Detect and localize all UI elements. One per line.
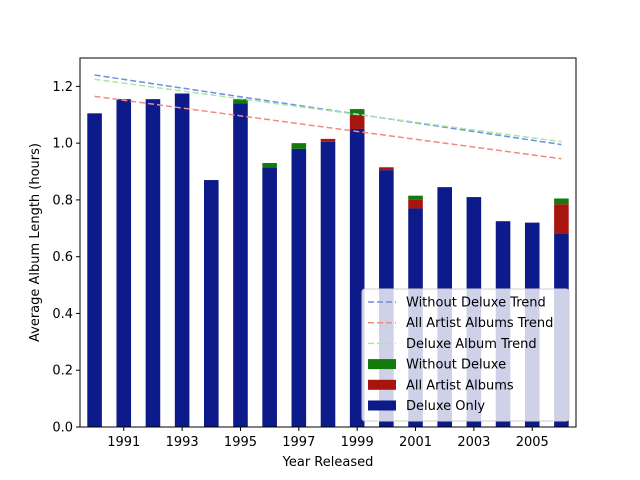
x-axis-label: Year Released xyxy=(282,455,374,470)
bar-without-deluxe-1995 xyxy=(233,99,248,104)
legend-label: Deluxe Album Trend xyxy=(406,337,537,352)
x-tick-label: 1991 xyxy=(107,435,140,450)
bar-deluxe-only-1993 xyxy=(174,93,190,427)
legend-swatch xyxy=(368,400,396,411)
x-tick-label: 1999 xyxy=(341,435,374,450)
bar-without-deluxe-1996 xyxy=(262,163,277,168)
plot-frame xyxy=(79,57,577,428)
trend-line-2 xyxy=(94,95,562,160)
y-tick-label: 0.8 xyxy=(52,193,73,208)
legend-label: All Artist Albums xyxy=(406,378,514,393)
bar-without-deluxe-2001 xyxy=(408,195,423,200)
bar-deluxe-only-1999 xyxy=(349,128,365,427)
legend-swatch xyxy=(368,379,396,390)
bar-all-artist-albums-2000 xyxy=(379,167,394,171)
legend-label: Deluxe Only xyxy=(406,399,485,414)
trend-lines-layer xyxy=(94,74,562,160)
bar-deluxe-only-1996 xyxy=(262,167,277,427)
bar-deluxe-only-1995 xyxy=(233,103,248,428)
y-tick-label: 1.0 xyxy=(52,137,73,152)
bar-deluxe-only-1990 xyxy=(87,113,102,427)
legend-label: Without Deluxe Trend xyxy=(406,296,546,311)
trend-line-3 xyxy=(94,78,562,143)
legend-swatch xyxy=(368,359,396,370)
bar-deluxe-only-1991 xyxy=(116,99,132,428)
bar-deluxe-only-1997 xyxy=(291,148,307,428)
x-tick-label: 1995 xyxy=(224,435,257,450)
bar-deluxe-only-1992 xyxy=(145,99,161,428)
legend-box xyxy=(361,288,570,422)
y-tick-label: 0.4 xyxy=(52,307,73,322)
bar-all-artist-albums-1999 xyxy=(349,114,365,129)
legend-label: Without Deluxe xyxy=(406,358,506,373)
y-tick-label: 0.6 xyxy=(52,250,73,265)
x-tick-label: 2003 xyxy=(457,435,490,450)
y-tick-label: 1.2 xyxy=(52,80,73,95)
y-axis: 0.0 0.2 0.4 0.6 0.8 1.0 1.2 xyxy=(52,80,80,436)
bar-all-artist-albums-2001 xyxy=(408,199,423,209)
legend-label: All Artist Albums Trend xyxy=(406,316,553,331)
x-tick-label: 2001 xyxy=(399,435,432,450)
bar-without-deluxe-2006 xyxy=(554,198,569,205)
x-tick-label: 1993 xyxy=(166,435,199,450)
legend: Without Deluxe Trend All Artist Albums Tr… xyxy=(361,288,570,422)
x-tick-label: 2005 xyxy=(516,435,549,450)
bar-deluxe-only-1998 xyxy=(320,141,336,427)
bar-without-deluxe-1997 xyxy=(291,143,307,149)
bar-deluxe-only-1994 xyxy=(204,180,219,427)
x-axis: 1991 1993 1995 1997 1999 2001 2003 2005 xyxy=(107,427,549,450)
x-tick-label: 1997 xyxy=(282,435,315,450)
y-axis-label: Average Album Length (hours) xyxy=(28,143,43,342)
bar-all-artist-albums-1998 xyxy=(320,138,336,142)
bar-without-deluxe-1999 xyxy=(349,109,365,115)
y-tick-label: 0.2 xyxy=(52,364,73,379)
y-tick-label: 0.0 xyxy=(52,421,73,436)
bar-all-artist-albums-2006 xyxy=(554,204,569,234)
